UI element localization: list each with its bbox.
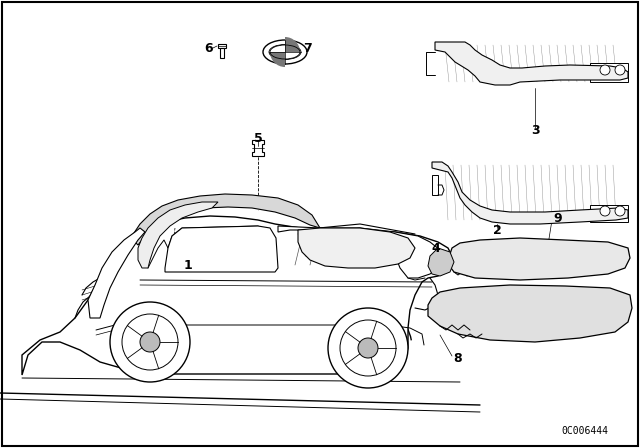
Text: 7: 7 [303,42,312,55]
Circle shape [340,320,396,376]
Circle shape [328,308,408,388]
Polygon shape [432,175,438,195]
Polygon shape [220,48,224,58]
Circle shape [600,65,610,75]
Text: 6: 6 [205,42,213,55]
Circle shape [600,206,610,216]
Wedge shape [285,37,300,52]
Polygon shape [88,228,145,318]
Circle shape [140,332,160,352]
Text: 3: 3 [531,124,540,137]
Wedge shape [270,52,285,67]
Polygon shape [278,226,442,278]
Ellipse shape [269,44,301,60]
Polygon shape [252,140,264,156]
Text: 0C006444: 0C006444 [561,426,609,436]
Polygon shape [448,238,630,280]
Text: 4: 4 [431,241,440,254]
Polygon shape [590,205,628,222]
Text: 2: 2 [493,224,501,237]
Polygon shape [590,63,628,82]
Text: 1: 1 [184,258,193,271]
Polygon shape [428,285,632,342]
Polygon shape [165,226,278,272]
Polygon shape [132,194,320,245]
Polygon shape [428,248,454,276]
Circle shape [358,338,378,358]
Polygon shape [138,202,218,268]
Text: 9: 9 [554,211,563,224]
Polygon shape [298,228,415,268]
Polygon shape [432,162,628,224]
Circle shape [122,314,178,370]
Circle shape [615,206,625,216]
Polygon shape [218,44,226,48]
Ellipse shape [263,40,307,64]
Circle shape [110,302,190,382]
Circle shape [615,65,625,75]
Text: 8: 8 [454,352,462,365]
Polygon shape [435,42,628,85]
Polygon shape [22,216,452,375]
Text: 5: 5 [253,132,262,145]
